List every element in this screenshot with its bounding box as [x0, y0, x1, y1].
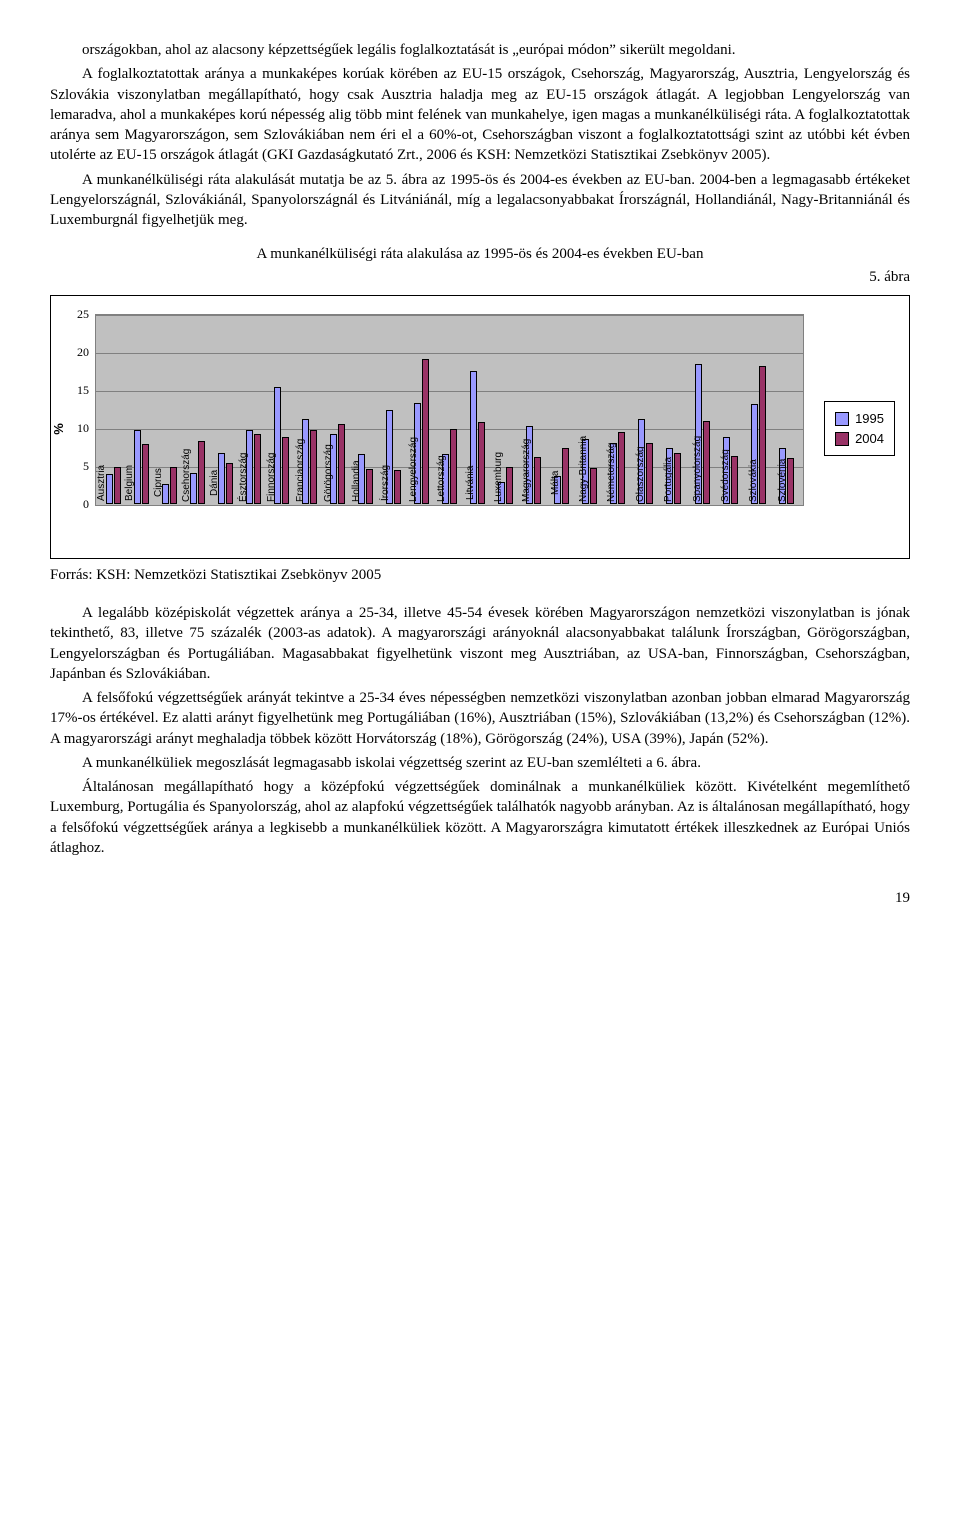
x-label: Görögország [322, 464, 350, 504]
y-tick: 5 [83, 458, 89, 474]
x-label: Litvánia [464, 464, 492, 504]
y-tick: 0 [83, 496, 89, 512]
paragraph-7: Általánosan megállapítható hogy a középf… [50, 777, 910, 858]
page-number: 19 [50, 888, 910, 908]
x-label: Málta [549, 464, 577, 504]
x-label: Svédország [719, 464, 747, 504]
x-label: Szlovákia [747, 464, 775, 504]
x-label: Észtország [237, 464, 265, 504]
y-tick: 15 [77, 382, 89, 398]
x-label: Belgium [123, 464, 151, 504]
x-label: Lengyelország [407, 464, 435, 504]
x-label: Magyarország [520, 464, 548, 504]
legend-swatch-2004 [835, 432, 849, 446]
paragraph-4: A legalább középiskolát végzettek aránya… [50, 603, 910, 684]
legend-label-2004: 2004 [855, 430, 884, 448]
y-tick: 10 [77, 420, 89, 436]
x-label: Írország [379, 464, 407, 504]
x-label: Luxemburg [492, 464, 520, 504]
paragraph-3: A munkanélküliségi ráta alakulását mutat… [50, 170, 910, 231]
paragraph-2: A foglalkoztatottak aránya a munkaképes … [50, 64, 910, 165]
x-label: Lettország [435, 464, 463, 504]
x-label: Szlovénia [776, 464, 804, 504]
unemployment-chart: % 0510152025 AusztriaBelgiumCiprusCsehor… [50, 295, 910, 559]
legend-label-1995: 1995 [855, 410, 884, 428]
chart-legend: 1995 2004 [824, 401, 895, 456]
x-label: Nagy-Britannia [577, 464, 605, 504]
x-label: Portugália [662, 464, 690, 504]
x-label: Finnország [265, 464, 293, 504]
paragraph-1: országokban, ahol az alacsony képzettség… [50, 40, 910, 60]
paragraph-5: A felsőfokú végzettségűek arányát tekint… [50, 688, 910, 749]
x-label: Ausztria [95, 464, 123, 504]
y-tick: 25 [77, 306, 89, 322]
figure-label: 5. ábra [50, 267, 910, 287]
x-label: Németország [605, 464, 633, 504]
x-label: Spanyolország [691, 464, 719, 504]
x-label: Ciprus [152, 464, 180, 504]
paragraph-6: A munkanélküliek megoszlását legmagasabb… [50, 753, 910, 773]
chart-source: Forrás: KSH: Nemzetközi Statisztikai Zse… [50, 565, 910, 585]
x-label: Dánia [208, 464, 236, 504]
chart-title: A munkanélküliségi ráta alakulása az 199… [50, 244, 910, 264]
x-label: Olaszország [634, 464, 662, 504]
legend-swatch-1995 [835, 412, 849, 426]
x-label: Hollandia [350, 464, 378, 504]
x-label: Csehország [180, 464, 208, 504]
y-tick: 20 [77, 344, 89, 360]
x-label: Franciaország [294, 464, 322, 504]
